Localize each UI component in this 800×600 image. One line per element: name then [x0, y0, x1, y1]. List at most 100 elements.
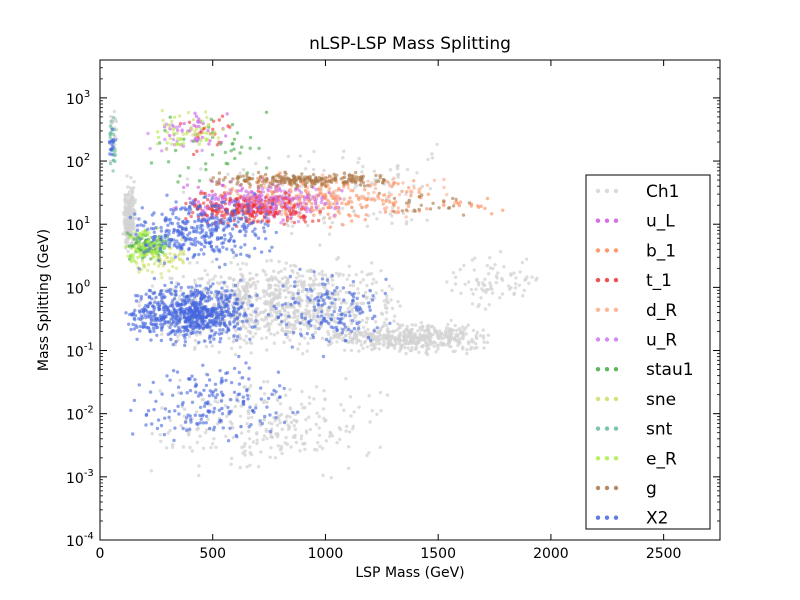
data-point — [215, 292, 220, 297]
data-point — [210, 227, 215, 231]
data-point — [461, 213, 466, 217]
data-point — [185, 177, 190, 181]
data-point — [343, 313, 348, 318]
data-point — [324, 439, 328, 443]
data-point — [225, 247, 229, 251]
data-point — [272, 175, 276, 179]
data-point — [367, 394, 371, 398]
data-point — [347, 199, 351, 204]
data-point — [429, 342, 434, 347]
data-point — [265, 203, 270, 207]
data-point — [201, 363, 205, 367]
data-point — [217, 118, 222, 122]
data-point — [389, 335, 394, 339]
data-point — [314, 385, 319, 389]
data-point — [405, 324, 409, 329]
data-point — [210, 212, 214, 217]
data-point — [138, 329, 142, 333]
data-point — [276, 270, 281, 275]
data-point — [220, 406, 224, 411]
data-point — [193, 236, 198, 241]
data-point — [253, 211, 258, 215]
data-point — [198, 305, 202, 309]
data-point — [308, 276, 312, 281]
data-point — [370, 409, 374, 413]
data-point — [289, 264, 293, 268]
data-point — [275, 423, 280, 427]
data-point — [220, 200, 224, 205]
data-point — [199, 291, 203, 295]
data-point — [248, 146, 252, 150]
data-points — [107, 108, 539, 480]
data-point — [162, 123, 166, 127]
data-point — [173, 289, 177, 293]
data-point — [285, 305, 290, 309]
data-point — [256, 280, 260, 284]
data-point — [220, 376, 224, 381]
data-point — [163, 235, 167, 240]
data-point — [205, 324, 209, 328]
data-point — [279, 189, 283, 193]
data-point — [213, 382, 218, 386]
data-point — [146, 131, 150, 136]
data-point — [233, 213, 237, 217]
data-point — [339, 313, 343, 317]
data-point — [424, 351, 428, 355]
data-point — [233, 404, 237, 409]
data-point — [420, 184, 425, 189]
data-point — [204, 162, 208, 166]
data-point — [264, 429, 268, 433]
data-point — [370, 298, 375, 302]
data-point — [108, 135, 112, 140]
data-point — [291, 435, 295, 439]
data-point — [266, 223, 270, 228]
data-point — [380, 288, 384, 293]
data-point — [303, 447, 307, 451]
data-point — [245, 393, 250, 398]
data-point — [216, 136, 221, 140]
data-point — [221, 426, 225, 430]
data-point — [208, 318, 212, 322]
data-point — [207, 235, 212, 239]
data-point — [149, 338, 153, 342]
data-point — [204, 167, 208, 172]
data-point — [288, 187, 293, 192]
data-point — [215, 216, 219, 220]
data-point — [148, 246, 152, 251]
data-point — [169, 337, 173, 341]
data-point — [263, 172, 268, 177]
data-point — [268, 210, 273, 214]
data-point — [287, 425, 292, 430]
data-point — [167, 237, 171, 242]
data-point — [239, 252, 243, 256]
data-point — [165, 289, 169, 294]
data-point — [300, 289, 304, 294]
data-point — [292, 311, 296, 315]
data-point — [255, 220, 260, 224]
data-point — [390, 287, 394, 291]
data-point — [469, 347, 473, 351]
data-point — [197, 179, 202, 183]
data-point — [299, 184, 303, 188]
data-point — [378, 210, 382, 214]
data-point — [194, 114, 199, 119]
data-point — [314, 187, 318, 192]
data-point — [178, 142, 182, 147]
data-point — [329, 337, 333, 341]
data-point — [128, 235, 132, 240]
data-point — [235, 338, 239, 342]
data-point — [254, 403, 258, 407]
data-point — [481, 281, 485, 285]
data-point — [425, 183, 429, 187]
data-point — [450, 288, 454, 293]
data-point — [254, 406, 258, 410]
data-point — [317, 433, 322, 437]
data-point — [470, 302, 475, 306]
data-point — [237, 216, 241, 221]
data-point — [223, 305, 227, 309]
data-point — [184, 201, 188, 206]
data-point — [278, 448, 283, 452]
data-point — [238, 345, 242, 349]
data-point — [488, 281, 492, 285]
data-point — [131, 231, 136, 236]
